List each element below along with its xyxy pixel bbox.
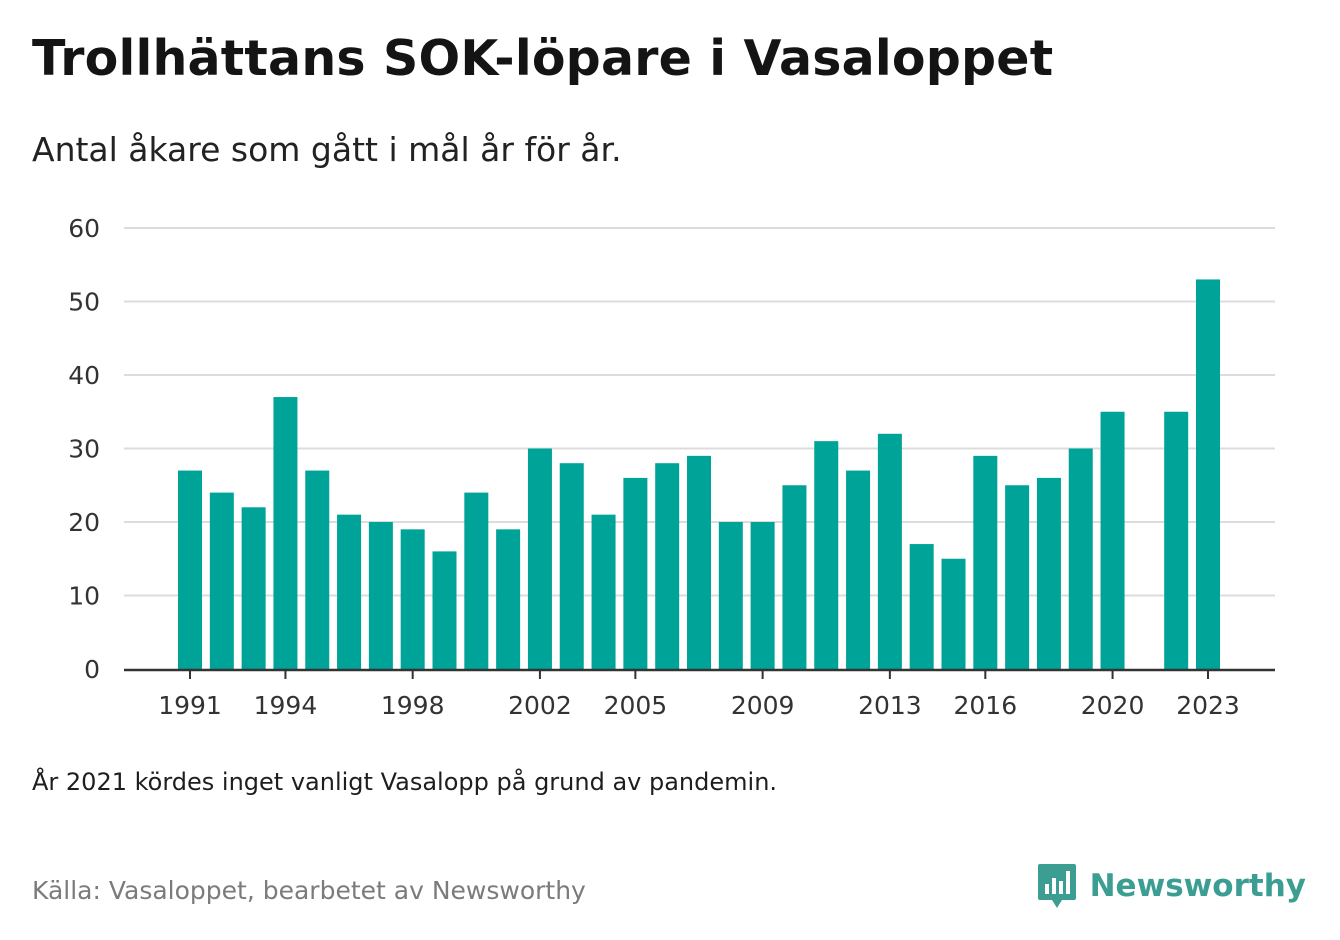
- y-tick-label: 20: [68, 508, 100, 537]
- bar-2016: [973, 455, 998, 669]
- bar-2020: [1100, 411, 1125, 669]
- bar-1992: [209, 492, 234, 669]
- bars: [178, 279, 1220, 669]
- bar-1999: [432, 551, 457, 669]
- bar-2005: [623, 477, 648, 669]
- bar-2004: [591, 514, 616, 669]
- x-tick-label: 2023: [1176, 691, 1240, 720]
- y-axis-ticks: 0 10 20 30 40 50 60: [68, 214, 100, 684]
- bar-2023: [1196, 279, 1220, 669]
- x-tick-label: 2002: [508, 691, 572, 720]
- x-tick-label: 2016: [954, 691, 1018, 720]
- bar-2012: [846, 470, 871, 669]
- bar-2009: [750, 522, 775, 669]
- bar-1998: [400, 529, 425, 669]
- x-tick-label: 1998: [381, 691, 445, 720]
- bar-2000: [464, 492, 489, 669]
- brand-logo[interactable]: Newsworthy: [1036, 862, 1306, 910]
- bar-2001: [496, 529, 521, 669]
- y-tick-label: 60: [68, 214, 100, 243]
- bar-2010: [782, 485, 807, 669]
- bar-2003: [559, 463, 584, 669]
- y-tick-label: 0: [84, 655, 100, 684]
- bar-2008: [718, 522, 743, 669]
- chart-subtitle: Antal åkare som gått i mål år för år.: [32, 130, 622, 169]
- bar-1997: [368, 522, 393, 669]
- bar-2017: [1005, 485, 1030, 669]
- bar-1993: [241, 507, 266, 669]
- x-tick-label: 1991: [158, 691, 222, 720]
- chart-footnote: År 2021 kördes inget vanligt Vasalopp på…: [32, 768, 778, 796]
- bar-1991: [178, 470, 202, 669]
- source-credit: Källa: Vasaloppet, bearbetet av Newswort…: [32, 876, 586, 905]
- y-tick-label: 30: [68, 435, 100, 464]
- y-tick-label: 40: [68, 361, 100, 390]
- bar-2011: [814, 441, 839, 669]
- bar-2015: [941, 558, 966, 669]
- bar-2006: [655, 463, 680, 669]
- x-tick-label: 2005: [604, 691, 668, 720]
- brand-name: Newsworthy: [1089, 868, 1306, 904]
- y-tick-label: 50: [68, 288, 100, 317]
- bar-1996: [337, 514, 362, 669]
- bar-2018: [1036, 477, 1061, 669]
- bar-2007: [687, 455, 711, 669]
- x-tick-label: 2009: [731, 691, 795, 720]
- x-tick-label: 2020: [1081, 691, 1145, 720]
- x-axis-ticks: 1991 1994 1998 2002 2005 2009 2013 2016 2020 2023: [158, 670, 1240, 720]
- bar-2013: [877, 433, 902, 669]
- bar-2019: [1068, 448, 1093, 669]
- bar-2002: [527, 448, 552, 669]
- y-tick-label: 10: [68, 582, 100, 611]
- bar-2014: [909, 544, 934, 669]
- bar-2022: [1164, 411, 1189, 669]
- x-tick-label: 1994: [254, 691, 318, 720]
- newsworthy-logo-icon: [1037, 864, 1076, 908]
- bar-1994: [273, 397, 298, 669]
- x-tick-label: 2013: [858, 691, 922, 720]
- chart-title: Trollhättans SOK-löpare i Vasaloppet: [32, 30, 1054, 87]
- bar-1995: [305, 470, 330, 669]
